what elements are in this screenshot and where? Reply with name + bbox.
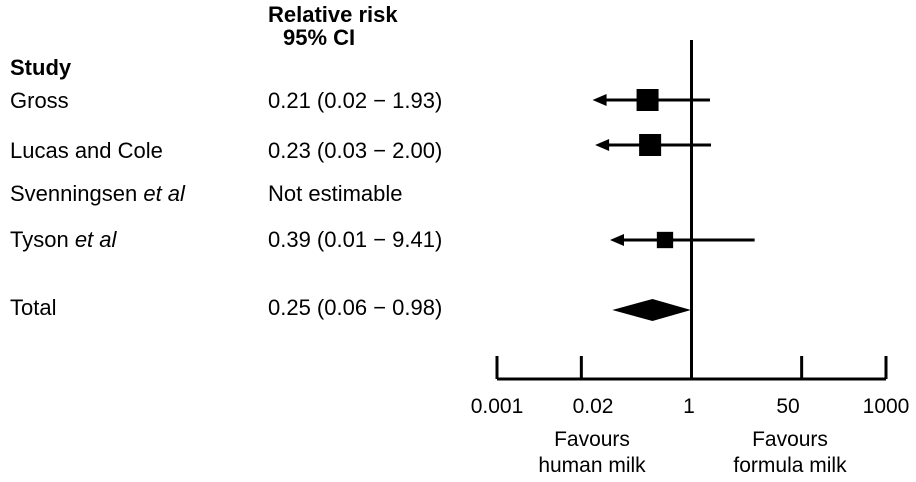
study-rows: Gross 0.21 (0.02 − 1.93) Lucas and Cole … [10,88,442,320]
study-name-svenningsen: Svenningsen et al [10,181,186,206]
study-name-total: Total [10,295,56,320]
ci-arrow-1 [595,139,610,151]
tick-label-0.02: 0.02 [573,395,614,418]
header-study: Study [10,55,72,80]
ci-text-lucas-cole: 0.23 (0.03 − 2.00) [268,138,442,163]
ci-text-tyson: 0.39 (0.01 − 9.41) [268,227,442,252]
study-name-tyson: Tyson et al [10,227,118,252]
favours-left-line1: Favours [554,428,630,451]
study-name-svenningsen-main: Svenningsen [10,181,143,206]
ci-text-svenningsen: Not estimable [268,181,403,206]
tick-label-0.001: 0.001 [471,395,524,418]
total-diamond [612,299,691,321]
study-name-tyson-main: Tyson [10,227,75,252]
study-name-tyson-etal: et al [75,227,118,252]
study-name-svenningsen-etal: et al [143,181,186,206]
plot-marks [495,40,888,381]
tick-label-1000: 1000 [863,395,910,418]
favours-right-line1: Favours [752,428,828,451]
favours-left-line2: human milk [538,454,646,477]
ci-text-gross: 0.21 (0.02 − 1.93) [268,88,442,113]
study-name-gross: Gross [10,88,69,113]
tick-label-50: 50 [776,395,799,418]
ci-arrow-0 [592,94,607,106]
header-relative-risk: Relative risk [268,2,398,27]
x-axis-tick-labels: 0.001 0.02 1 50 1000 [471,395,910,418]
point-estimate-1 [639,134,662,156]
point-estimate-3 [656,231,674,249]
header-ci: 95% CI [283,25,355,50]
point-estimate-0 [636,89,659,111]
favours-right-line2: formula milk [733,454,847,477]
ci-text-total: 0.25 (0.06 − 0.98) [268,295,442,320]
ci-arrow-3 [609,234,624,246]
study-name-lucas-cole: Lucas and Cole [10,138,163,163]
tick-label-1: 1 [683,395,695,418]
